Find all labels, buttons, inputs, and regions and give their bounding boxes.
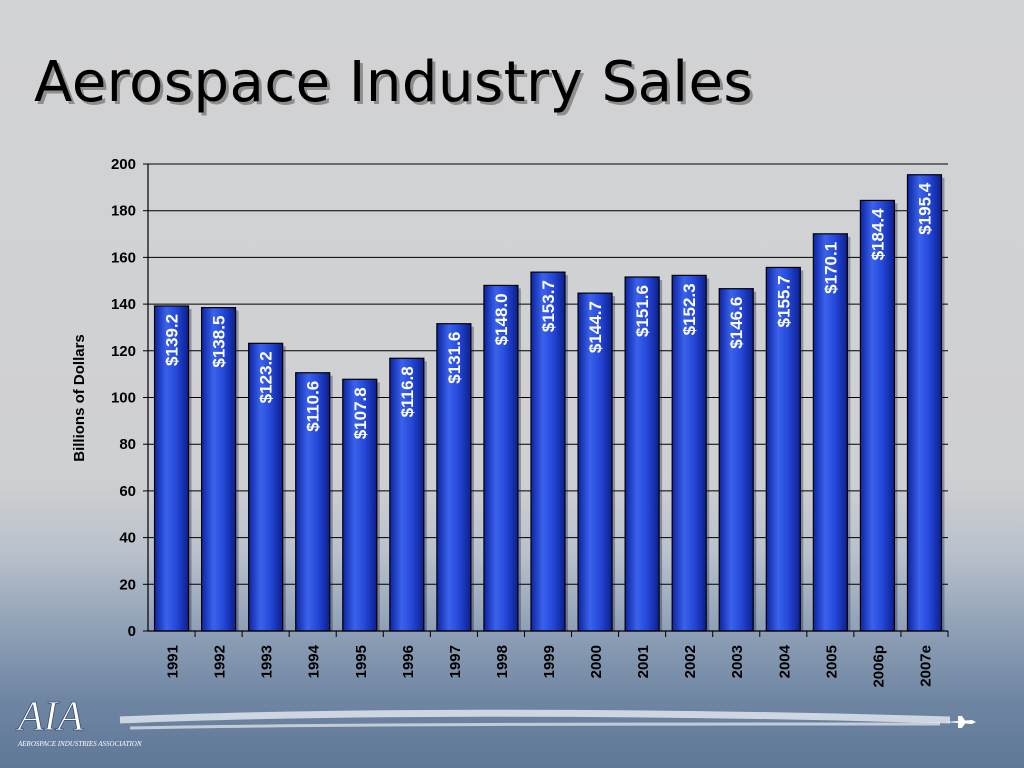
data-label: $170.1 [821,242,840,294]
data-labels: $139.2 $138.5 $123.2 $110.6 $107.8 $116.8 $131… [163,182,935,439]
y-tick-label: 0 [128,623,136,640]
y-tick-label: 200 [111,156,136,173]
x-tick-label: 2000 [588,645,605,678]
logo-subtitle: AEROSPACE INDUSTRIES ASSOCIATION [17,740,142,748]
data-label: $110.6 [304,381,323,432]
data-label: $155.7 [774,275,793,327]
data-label: $131.6 [445,332,464,384]
bar-2003 [718,288,754,632]
data-label: $116.8 [398,366,417,417]
airplane-icon [945,716,976,728]
bar-2002 [671,274,707,632]
data-label: $151.6 [633,285,652,337]
data-label: $195.4 [915,182,934,235]
x-tick-label: 2001 [635,645,652,678]
bar-1996 [389,357,425,632]
bar-1999 [530,271,566,632]
data-label: $153.7 [539,280,558,332]
data-label: $138.5 [210,316,229,368]
x-tick-label: 2002 [682,645,699,678]
bar-1993 [248,342,284,632]
y-tick-label: 160 [111,249,136,266]
bar-1998 [483,284,519,632]
bar-1992 [200,307,237,632]
data-label: $139.2 [163,314,182,366]
slide-title: Aerospace Industry Sales [34,50,754,115]
x-tick-label: 1996 [400,645,417,678]
x-tick-label: 1991 [165,645,182,678]
x-tick-label: 2003 [729,645,746,678]
x-tick-label: 1994 [306,644,323,678]
y-tick-label: 120 [111,343,136,360]
x-tick-label: 1998 [494,645,511,678]
x-tick-label: 2005 [823,645,840,678]
x-tick-label: 2006p [870,645,887,688]
y-tick-label: 180 [111,203,136,220]
x-tick-label: 1999 [541,645,558,678]
data-label: $184.4 [868,208,887,261]
data-label: $146.6 [727,297,746,349]
logo-text: AIA [15,694,84,740]
bar-2007e [906,174,943,632]
y-tick-label: 40 [119,530,136,547]
y-axis-label: Billions of Dollars [71,334,88,462]
x-tick-label: 2004 [776,644,793,678]
bar-2006p [859,199,896,632]
bar-2000 [577,292,613,632]
data-label: $107.8 [351,387,370,439]
data-label: $123.2 [257,351,276,403]
data-label: $148.0 [492,293,511,345]
bars [153,174,945,632]
x-tick-label: 2007e [917,645,934,687]
x-tick-label: 1993 [259,645,276,678]
bar-1994 [295,372,331,632]
x-tick-label: 1997 [447,645,464,678]
aia-logo: AIA AEROSPACE INDUSTRIES ASSOCIATION [15,694,976,748]
y-tick-label: 20 [119,576,136,593]
contrail-graphic [119,709,951,724]
contrail-graphic-secondary [129,722,941,730]
x-tick-label: 1992 [212,645,229,678]
bar-2005 [812,233,848,632]
bar-2004 [765,266,801,632]
data-label: $144.7 [586,301,605,353]
bar-1995 [342,378,378,632]
data-label: $152.3 [680,283,699,335]
x-tick-label: 1995 [353,645,370,678]
axes: 0 20 40 60 80 100 120 140 160 180 200 1991 1992 1993 1… [111,156,949,688]
y-tick-label: 100 [111,390,136,407]
y-tick-label: 140 [111,296,136,313]
y-tick-label: 80 [119,436,136,453]
y-tick-label: 60 [119,483,136,500]
